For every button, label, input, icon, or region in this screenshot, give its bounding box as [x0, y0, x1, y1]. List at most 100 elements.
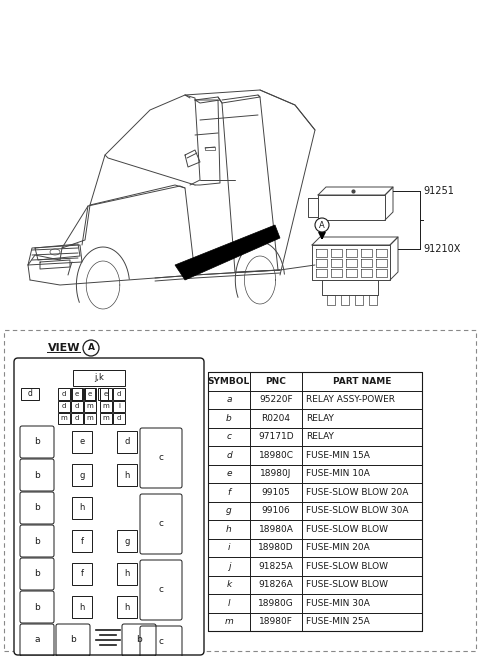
Text: 91210X: 91210X: [423, 244, 460, 254]
FancyBboxPatch shape: [14, 358, 204, 655]
Text: e: e: [88, 391, 92, 397]
Bar: [208, 372, 422, 631]
Bar: [21, 388, 39, 400]
Bar: [72, 596, 92, 618]
Bar: [117, 464, 137, 486]
Bar: [100, 413, 112, 424]
Circle shape: [315, 218, 329, 232]
Bar: [72, 388, 82, 400]
Bar: [84, 388, 96, 400]
Text: 18980A: 18980A: [259, 525, 293, 534]
Text: m: m: [225, 617, 233, 626]
Text: 97171D: 97171D: [258, 432, 294, 441]
Bar: [117, 563, 137, 585]
Text: f: f: [81, 537, 84, 546]
Text: h: h: [79, 504, 84, 512]
Bar: [117, 596, 137, 618]
Bar: [72, 464, 92, 486]
Text: PART NAME: PART NAME: [333, 377, 391, 386]
Text: A: A: [87, 344, 95, 352]
Text: FUSE-SLOW BLOW 30A: FUSE-SLOW BLOW 30A: [306, 506, 408, 515]
Text: FUSE-SLOW BLOW 20A: FUSE-SLOW BLOW 20A: [306, 488, 408, 497]
Text: c: c: [158, 520, 164, 529]
Text: FUSE-MIN 20A: FUSE-MIN 20A: [306, 543, 370, 552]
Bar: [84, 401, 96, 412]
Bar: [113, 401, 125, 412]
Text: FUSE-MIN 25A: FUSE-MIN 25A: [306, 617, 370, 626]
Bar: [117, 530, 137, 552]
Text: i: i: [228, 543, 230, 552]
Circle shape: [83, 340, 99, 356]
Bar: [113, 388, 125, 400]
Text: m: m: [60, 415, 67, 422]
Bar: [100, 388, 112, 400]
Text: h: h: [79, 602, 84, 611]
Text: j: j: [228, 562, 230, 571]
Text: RELAY ASSY-POWER: RELAY ASSY-POWER: [306, 396, 395, 404]
Text: PNC: PNC: [265, 377, 287, 386]
Text: a: a: [34, 636, 40, 644]
Text: c: c: [158, 453, 164, 462]
Bar: [58, 413, 70, 424]
Bar: [98, 388, 108, 400]
Text: f: f: [81, 569, 84, 579]
Text: d: d: [75, 415, 79, 422]
Bar: [71, 401, 83, 412]
Bar: [73, 370, 125, 386]
Text: e: e: [75, 391, 79, 397]
Text: 18980J: 18980J: [260, 469, 292, 478]
Text: h: h: [124, 602, 130, 611]
Text: 99105: 99105: [262, 488, 290, 497]
Text: RELAY: RELAY: [306, 432, 334, 441]
Text: 18980F: 18980F: [259, 617, 293, 626]
Text: a: a: [226, 396, 232, 404]
Text: j,k: j,k: [94, 373, 104, 382]
Text: 91251: 91251: [423, 186, 454, 196]
Text: g: g: [79, 470, 84, 480]
Text: FUSE-MIN 15A: FUSE-MIN 15A: [306, 451, 370, 460]
Text: d: d: [117, 391, 121, 397]
Text: b: b: [34, 470, 40, 480]
Text: b: b: [34, 569, 40, 579]
Text: 18980G: 18980G: [258, 599, 294, 607]
Text: FUSE-MIN 30A: FUSE-MIN 30A: [306, 599, 370, 607]
Text: SYMBOL: SYMBOL: [208, 377, 250, 386]
Text: FUSE-SLOW BLOW: FUSE-SLOW BLOW: [306, 562, 388, 571]
Text: A: A: [319, 220, 325, 230]
Text: 99106: 99106: [262, 506, 290, 515]
Text: b: b: [34, 438, 40, 447]
Text: h: h: [124, 569, 130, 579]
Text: g: g: [226, 506, 232, 515]
Text: b: b: [136, 636, 142, 644]
Text: 95220F: 95220F: [259, 396, 293, 404]
Text: d: d: [117, 415, 121, 422]
Bar: [72, 563, 92, 585]
Text: e: e: [79, 438, 84, 447]
Text: 91825A: 91825A: [259, 562, 293, 571]
Text: RELAY: RELAY: [306, 414, 334, 422]
Text: VIEW: VIEW: [48, 343, 80, 353]
Text: R0204: R0204: [262, 414, 290, 422]
Text: m: m: [103, 403, 109, 409]
Text: m: m: [86, 403, 94, 409]
Text: h: h: [124, 470, 130, 480]
Text: 18980C: 18980C: [259, 451, 293, 460]
Text: c: c: [158, 586, 164, 594]
Text: d: d: [62, 391, 66, 397]
Bar: [4, 330, 476, 651]
Bar: [100, 401, 112, 412]
Text: h: h: [226, 525, 232, 534]
Text: g: g: [124, 537, 130, 546]
Text: b: b: [34, 602, 40, 611]
Text: m: m: [86, 415, 94, 422]
Bar: [72, 497, 92, 519]
Text: b: b: [34, 537, 40, 546]
Bar: [113, 413, 125, 424]
Bar: [58, 401, 70, 412]
Text: f: f: [228, 488, 230, 497]
Text: e: e: [226, 469, 232, 478]
Text: b: b: [34, 504, 40, 512]
Text: 18980D: 18980D: [258, 543, 294, 552]
Bar: [71, 413, 83, 424]
Text: FUSE-SLOW BLOW: FUSE-SLOW BLOW: [306, 525, 388, 534]
